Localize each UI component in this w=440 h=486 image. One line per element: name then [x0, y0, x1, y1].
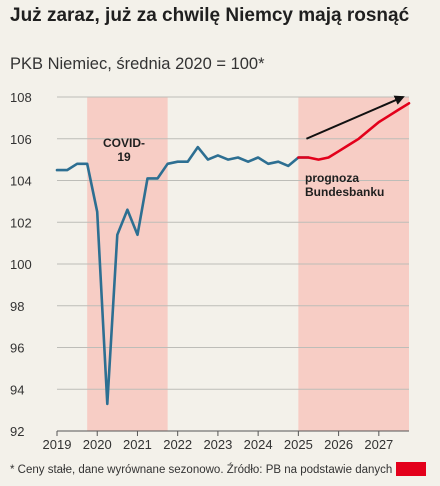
y-tick-label: 104 — [10, 174, 32, 189]
y-tick-label: 96 — [10, 341, 24, 356]
x-tick-label: 2024 — [244, 437, 273, 452]
x-tick-label: 2020 — [83, 437, 112, 452]
chart-title: Już zaraz, już za chwilę Niemcy mają ros… — [10, 5, 410, 26]
x-tick-label: 2023 — [203, 437, 232, 452]
x-tick-label: 2026 — [324, 437, 353, 452]
y-tick-label: 98 — [10, 299, 24, 314]
x-tick-label: 2019 — [43, 437, 72, 452]
x-tick-label: 2022 — [163, 437, 192, 452]
chart-subtitle: PKB Niemiec, średnia 2020 = 100* — [10, 55, 265, 73]
x-tick-label: 2027 — [364, 437, 393, 452]
y-tick-label: 94 — [10, 382, 24, 397]
footnote: * Ceny stałe, dane wyrównane sezonowo. Ź… — [10, 464, 393, 476]
trend-arrow — [306, 95, 405, 140]
y-tick-label: 92 — [10, 424, 24, 439]
annotation-label: prognoza Bundesbanku — [305, 171, 384, 199]
y-tick-label: 102 — [10, 215, 32, 230]
source-logo — [396, 462, 426, 476]
y-tick-label: 106 — [10, 132, 32, 147]
x-tick-label: 2021 — [123, 437, 152, 452]
gdp-series-line — [55, 145, 310, 406]
annotation-label: COVID-19 — [103, 136, 145, 164]
y-tick-label: 108 — [10, 90, 32, 105]
y-tick-label: 100 — [10, 257, 32, 272]
x-tick-label: 2025 — [284, 437, 313, 452]
forecast-series-line — [297, 102, 411, 161]
